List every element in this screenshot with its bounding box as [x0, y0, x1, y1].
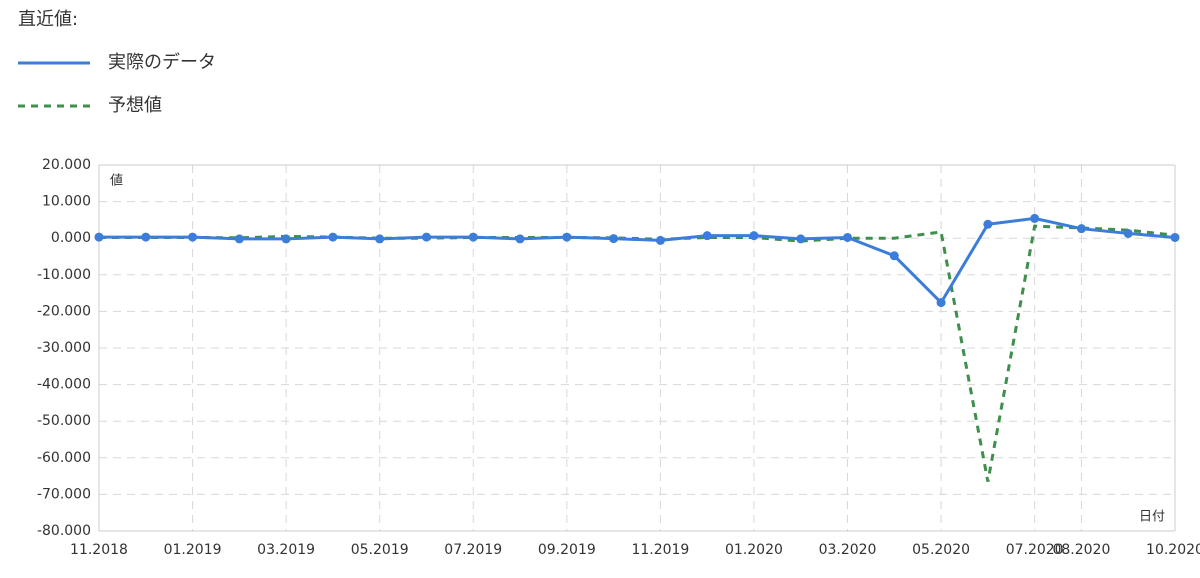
data-point [421, 232, 431, 242]
y-tick-label: -60.000 [37, 450, 91, 466]
y-tick-label: -70.000 [37, 486, 91, 502]
y-tick-label: -30.000 [37, 340, 91, 356]
y-tick-label: 0.000 [51, 230, 91, 246]
data-point [1030, 213, 1040, 223]
x-tick-label: 01.2019 [164, 542, 222, 558]
y-tick-label: -80.000 [37, 523, 91, 539]
x-tick-label: 03.2020 [819, 542, 877, 558]
data-point [983, 219, 993, 229]
data-point [328, 232, 338, 242]
series-line [99, 216, 1176, 306]
data-point [749, 231, 759, 241]
data-point [796, 234, 806, 244]
data-point [141, 232, 151, 242]
data-point [655, 235, 665, 245]
x-tick-label: 03.2019 [257, 542, 315, 558]
data-point [515, 234, 525, 244]
y-tick-label: 20.000 [42, 157, 91, 173]
x-tick-label: 01.2020 [725, 542, 783, 558]
y-axis-label: 値 [110, 173, 123, 189]
y-tick-label: -20.000 [37, 303, 91, 319]
legend-label: 実際のデータ [108, 52, 216, 73]
data-point [562, 232, 572, 242]
x-tick-label: 05.2020 [912, 542, 970, 558]
legend-title: 直近値: [18, 9, 78, 30]
y-tick-label: -10.000 [37, 267, 91, 283]
x-tick-label: 08.2020 [1052, 542, 1110, 558]
y-tick-label: 10.000 [42, 194, 91, 210]
legend-label: 予想値 [108, 95, 162, 116]
x-tick-label: 07.2019 [444, 542, 502, 558]
data-point [375, 234, 385, 244]
data-point [609, 234, 619, 244]
series-line [99, 224, 1176, 482]
x-tick-label: 05.2019 [351, 542, 409, 558]
y-tick-label: -50.000 [37, 413, 91, 429]
x-tick-label: 09.2019 [538, 542, 596, 558]
data-point [702, 231, 712, 241]
x-tick-label: 07.2020 [1006, 542, 1064, 558]
data-point [843, 232, 853, 242]
data-point [188, 232, 198, 242]
data-point [1076, 224, 1086, 234]
data-point [468, 232, 478, 242]
x-axis-label: 日付 [1139, 510, 1165, 525]
data-point [936, 298, 946, 308]
data-point [1170, 232, 1180, 242]
data-point [1123, 228, 1133, 238]
data-point [234, 234, 244, 244]
x-tick-label: 10.2020 [1146, 542, 1200, 558]
data-point [889, 251, 899, 261]
x-tick-label: 11.2018 [70, 542, 128, 558]
data-point [94, 232, 104, 242]
y-tick-label: -40.000 [37, 377, 91, 393]
data-point [281, 234, 291, 244]
x-tick-label: 11.2019 [631, 542, 689, 558]
